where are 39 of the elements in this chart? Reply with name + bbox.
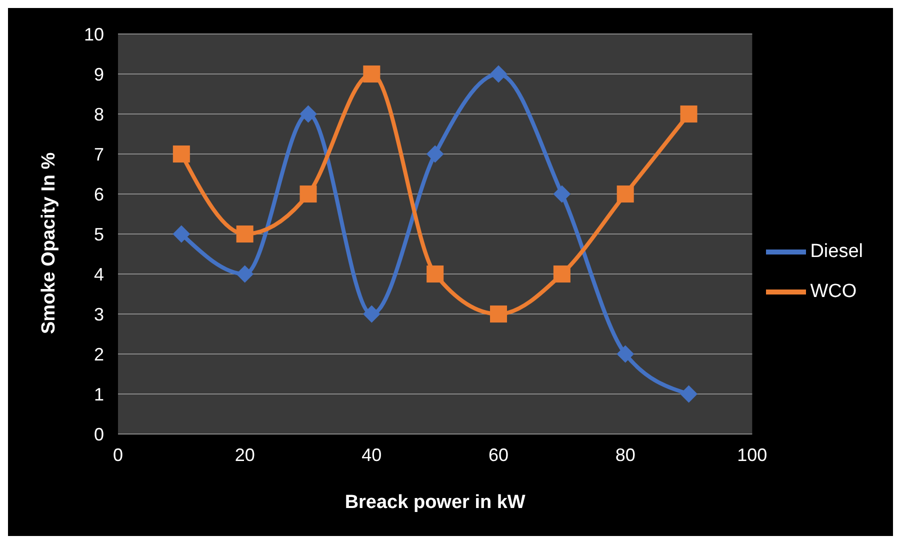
point <box>300 186 317 202</box>
y-tick-label: 9 <box>94 64 104 84</box>
x-tick-label: 80 <box>615 444 636 465</box>
point <box>490 306 508 322</box>
point <box>680 386 698 402</box>
point <box>363 306 380 322</box>
y-tick-label: 6 <box>94 184 104 204</box>
y-tick-label: 5 <box>94 224 104 244</box>
point <box>553 266 570 282</box>
point <box>426 266 444 282</box>
point <box>616 186 634 202</box>
point <box>300 106 317 122</box>
legend-label: Diesel <box>810 241 863 262</box>
point <box>680 106 698 122</box>
point <box>363 66 380 82</box>
y-axis-title: Smoke Opacity In % <box>38 152 60 334</box>
y-tick-label: 0 <box>94 424 104 444</box>
y-tick-label: 8 <box>94 104 104 124</box>
point <box>172 226 190 242</box>
y-tick-label: 10 <box>84 24 104 44</box>
point <box>490 66 508 82</box>
point <box>236 226 254 242</box>
x-tick-label: 100 <box>737 444 768 465</box>
point <box>553 186 570 202</box>
point <box>236 266 254 282</box>
y-tick-label: 1 <box>94 384 104 404</box>
y-tick-label: 2 <box>94 344 104 364</box>
x-axis-title: Breack power in kW <box>344 492 526 513</box>
y-tick-label: 4 <box>94 264 104 284</box>
x-tick-label: 0 <box>112 444 124 465</box>
point <box>616 346 634 362</box>
point <box>172 146 190 162</box>
point <box>426 146 444 162</box>
x-tick-label: 20 <box>234 444 255 465</box>
legend-label: WCO <box>810 281 857 302</box>
x-tick-label: 40 <box>362 444 382 465</box>
x-tick-label: 60 <box>488 444 509 465</box>
y-tick-label: 3 <box>94 304 104 324</box>
y-tick-label: 7 <box>94 144 104 164</box>
